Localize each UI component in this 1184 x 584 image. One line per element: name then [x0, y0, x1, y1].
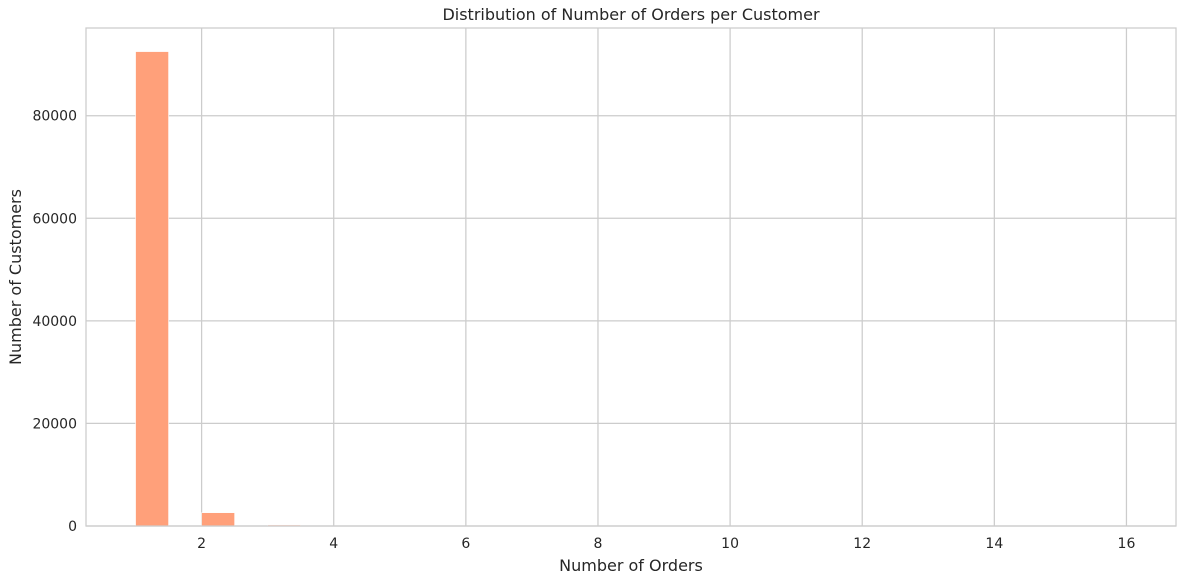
bars — [135, 51, 1160, 527]
x-tick-label: 8 — [594, 536, 603, 552]
y-tick-label: 40000 — [32, 314, 77, 330]
y-tick-label: 0 — [68, 519, 77, 535]
plot-area-background — [86, 28, 1176, 526]
x-tick-label: 2 — [197, 536, 206, 552]
y-tick-label: 20000 — [32, 416, 77, 432]
histogram-bar — [201, 512, 235, 527]
y-tick-label: 60000 — [32, 211, 77, 227]
histogram-bar — [135, 51, 169, 527]
y-tick-label: 80000 — [32, 109, 77, 125]
chart-title: Distribution of Number of Orders per Cus… — [442, 5, 820, 24]
plot-frame — [85, 27, 1177, 527]
x-tick-label: 10 — [721, 536, 739, 552]
x-tick-labels: 2 4 6 8 10 12 14 16 — [197, 536, 1135, 552]
x-tick-label: 14 — [985, 536, 1003, 552]
x-tick-label: 4 — [329, 536, 338, 552]
y-axis-label: Number of Customers — [6, 189, 25, 365]
x-tick-label: 6 — [461, 536, 470, 552]
x-tick-label: 16 — [1118, 536, 1136, 552]
x-tick-label: 12 — [853, 536, 871, 552]
x-axis-label: Number of Orders — [559, 556, 703, 575]
y-tick-labels: 0 20000 40000 60000 80000 — [32, 109, 77, 535]
